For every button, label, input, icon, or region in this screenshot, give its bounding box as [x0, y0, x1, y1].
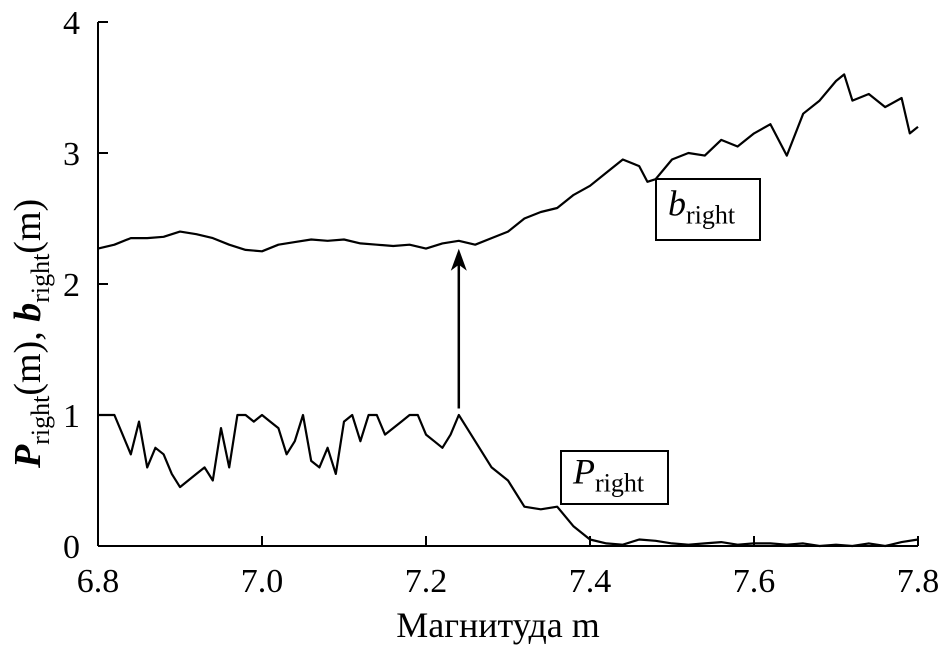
x-tick-label: 7.4: [569, 563, 612, 600]
axes: [97, 22, 918, 547]
y-tick-label: 2: [63, 267, 80, 304]
b-right-label: bright: [655, 178, 761, 241]
y-title-p: P: [7, 444, 49, 469]
x-tick-label: 7.6: [733, 563, 776, 600]
x-axis-title: Магнитуда m: [396, 605, 600, 645]
b-right-label-box: [655, 178, 761, 241]
b-right-label-main: b: [668, 184, 686, 224]
y-axis-title: Pright(m), bright(m): [7, 199, 55, 469]
b-right-label-text: bright: [668, 184, 736, 230]
x-tick-label: 6.8: [77, 563, 120, 600]
b-right-series-line: [97, 73, 919, 253]
p-right-label-main: P: [572, 452, 595, 492]
y-title-b: b: [7, 303, 49, 322]
p-right-label-text: Pright: [572, 452, 645, 498]
y-title-b-arg: (m): [7, 199, 49, 254]
x-tick-label: 7.8: [897, 563, 940, 600]
p-right-label-box: [560, 450, 669, 505]
p-right-label: Pright: [560, 450, 669, 505]
x-tick-label: 7.0: [241, 563, 284, 600]
y-title-p-arg: (m),: [7, 322, 49, 396]
y-tick-label: 4: [63, 5, 80, 42]
y-tick-label: 3: [63, 136, 80, 173]
y-tick-label: 0: [63, 529, 80, 566]
p-right-series-line: [98, 413, 919, 548]
x-tick-label: 7.2: [405, 563, 448, 600]
b-right-label-sub: right: [686, 201, 736, 230]
series-labels: bright Pright: [560, 178, 761, 505]
p-right-label-sub: right: [595, 469, 645, 498]
series-group: [97, 73, 919, 548]
annotation-arrow: [450, 248, 467, 409]
y-tick-label: 1: [63, 398, 80, 435]
ticks: 6.8 7.0 7.2 7.4 7.6 7.8 0 1 2 3 4: [63, 5, 939, 600]
arrow-head: [450, 248, 467, 271]
y-title-p-sub: right: [26, 395, 55, 445]
y-title-b-sub: right: [26, 253, 55, 303]
